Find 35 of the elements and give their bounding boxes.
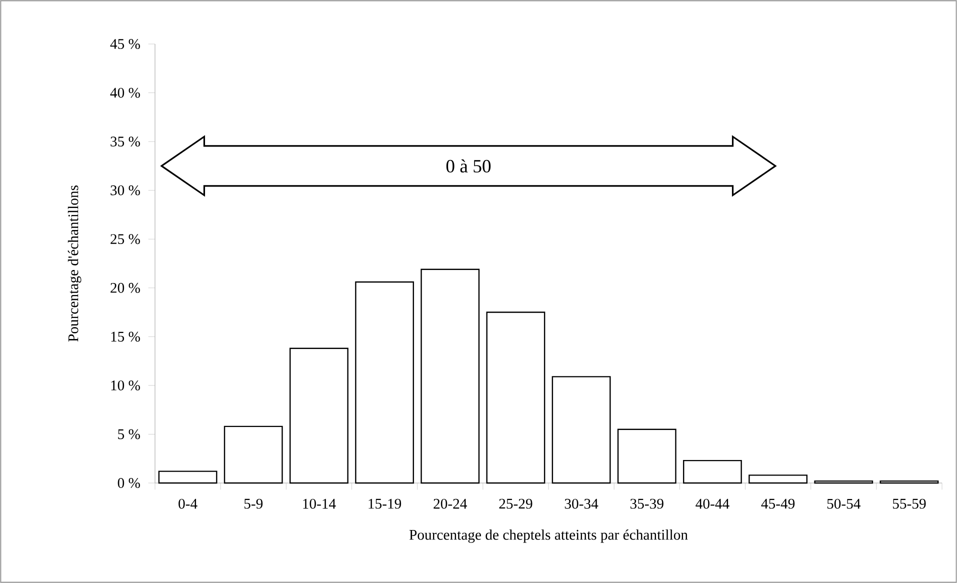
x-tick-label: 5-9 (244, 498, 263, 509)
y-tick-label: 45 % (110, 39, 140, 49)
bar (355, 281, 414, 484)
x-tick-label: 35-39 (630, 498, 664, 509)
bar (224, 426, 283, 484)
y-tick-label: 15 % (111, 332, 140, 342)
bar (158, 470, 218, 484)
y-tick-label: 0 % (118, 478, 140, 488)
y-tick-label: 20 % (110, 282, 140, 293)
bar (420, 268, 480, 484)
x-tick-label: 40-44 (696, 498, 730, 509)
annotation: 0 à 50 (446, 159, 491, 173)
x-tick-label: 30-34 (564, 498, 598, 509)
x-tick-label: 50-54 (827, 498, 861, 509)
y-axis-title: Pourcentage d'échantillons (68, 186, 82, 342)
x-tick-label: 20-24 (434, 498, 468, 509)
bar (290, 348, 348, 484)
x-axis-title: Pourcentage de cheptels atteints par échantillon (409, 529, 688, 543)
y-tick-label: 30 % (110, 185, 140, 196)
bar (748, 474, 808, 484)
bar (486, 312, 546, 484)
x-tick-label: 15-19 (368, 498, 402, 509)
y-tick-label: 40 % (110, 88, 140, 98)
y-tick-label: 25 % (110, 234, 140, 244)
x-tick-label: 45-49 (761, 498, 795, 509)
bar (617, 428, 676, 484)
y-tick-label: 5 % (118, 429, 140, 440)
y-tick-label: 35 % (110, 136, 140, 147)
bar (683, 460, 742, 484)
bar (552, 376, 611, 484)
x-tick-label: 10-14 (303, 498, 336, 509)
x-tick-label: 0-4 (178, 498, 198, 509)
y-tick-label: 10 % (111, 380, 140, 390)
x-tick-label: 25-29 (499, 498, 532, 509)
x-tick-label: 55-59 (892, 498, 926, 509)
